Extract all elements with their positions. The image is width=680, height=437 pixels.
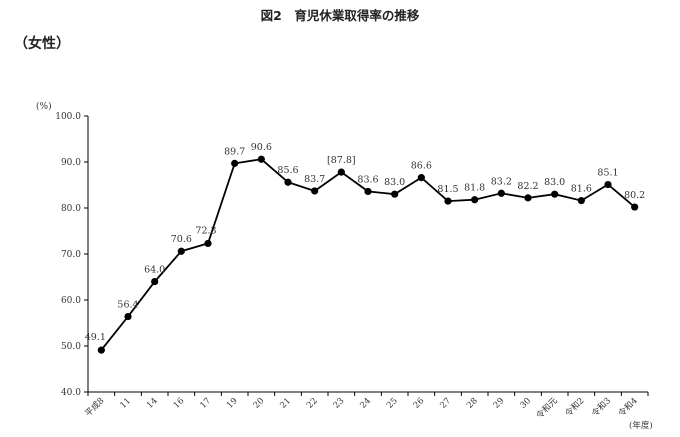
y-tick-label: 100.0 (55, 112, 81, 122)
data-label: 83.2 (491, 176, 512, 187)
x-tick-label: 30 (518, 396, 533, 411)
x-tick-label: 19 (225, 396, 240, 411)
data-point (444, 197, 452, 205)
x-tick-label: 令和元 (534, 395, 560, 421)
data-label: 81.5 (437, 184, 458, 195)
x-tick-label: 20 (252, 396, 267, 411)
data-point (124, 312, 132, 321)
data-point (417, 174, 425, 182)
x-tick-label: 27 (438, 396, 453, 411)
data-point (551, 190, 559, 198)
y-tick-label: 40.0 (61, 388, 81, 398)
data-point (231, 159, 239, 167)
data-point (151, 278, 159, 286)
y-tick-label: 90.0 (61, 158, 81, 168)
chart-subtitle: （女性） (14, 35, 70, 52)
x-tick-label: 17 (198, 396, 213, 411)
y-tick-label: 70.0 (61, 250, 81, 260)
data-point (177, 247, 185, 255)
y-ticks: 40.0 50.0 60.0 70.0 80.0 90.0 100.0 (55, 112, 88, 398)
x-tick-label: 28 (465, 396, 480, 411)
data-label: 83.6 (357, 174, 378, 185)
x-tick-label: 14 (145, 396, 160, 411)
y-tick-label: 60.0 (61, 296, 81, 306)
data-point (337, 168, 345, 176)
axes (87, 116, 648, 393)
x-tick-label: 平成8 (83, 395, 107, 419)
data-label: 85.6 (277, 165, 298, 176)
x-tick-label: 26 (412, 396, 427, 411)
data-label: 83.0 (544, 177, 565, 188)
data-label: 72.3 (195, 225, 216, 236)
x-tick-label: 21 (278, 396, 293, 411)
chart-title: 図2 育児休業取得率の推移 (261, 8, 420, 23)
x-tick-label: 29 (492, 396, 507, 411)
data-point (97, 346, 105, 354)
data-label: [87.8] (327, 155, 356, 166)
x-tick-label: 25 (385, 396, 400, 411)
x-tick-label: 令和3 (589, 395, 613, 419)
data-point (311, 187, 319, 195)
data-point (497, 189, 505, 197)
x-tick-label: 16 (172, 396, 187, 411)
data-point (471, 196, 479, 204)
y-tick-label: 80.0 (61, 204, 81, 214)
data-labels: 49.1 56.4 64.0 70.672.3 89.7 90.6 85.6 83.7[87.… (85, 142, 645, 343)
data-label: 90.6 (251, 142, 272, 153)
x-tick-label: 令和2 (563, 395, 587, 419)
data-label: 64.0 (144, 265, 165, 276)
x-ticks: 平成8 11 14 16 17 19 20 21 22 23 24 25 26 27 28 29 30 令和元 令和… (83, 392, 649, 421)
data-label: 82.2 (517, 181, 538, 192)
data-point (391, 190, 399, 198)
data-points (97, 155, 639, 354)
x-tick-label: 23 (332, 396, 347, 411)
data-point (257, 155, 265, 163)
data-label: 56.4 (117, 300, 138, 311)
data-point (524, 194, 532, 202)
data-point (204, 239, 212, 248)
data-point (604, 180, 612, 189)
data-label: 49.1 (85, 332, 106, 343)
data-label: 86.6 (411, 161, 432, 172)
data-label: 83.7 (304, 174, 325, 185)
data-label: 89.7 (224, 146, 245, 157)
data-label: 70.6 (171, 234, 192, 245)
data-label: 80.2 (624, 190, 645, 201)
x-tick-label: 令和4 (616, 395, 640, 419)
x-tick-label: 24 (358, 396, 373, 411)
data-point (577, 197, 585, 205)
data-point (364, 187, 372, 196)
data-label: 83.0 (384, 177, 405, 188)
x-tick-label: 22 (305, 396, 320, 411)
data-point (631, 203, 639, 211)
data-label: 85.1 (597, 168, 618, 179)
data-label: 81.8 (464, 183, 485, 194)
data-label: 81.6 (571, 184, 592, 195)
data-point (284, 178, 292, 186)
x-tick-label: 11 (118, 396, 133, 411)
x-axis-unit: (年度) (629, 420, 653, 431)
y-axis-unit: (%) (36, 101, 52, 112)
y-tick-label: 50.0 (61, 342, 81, 352)
